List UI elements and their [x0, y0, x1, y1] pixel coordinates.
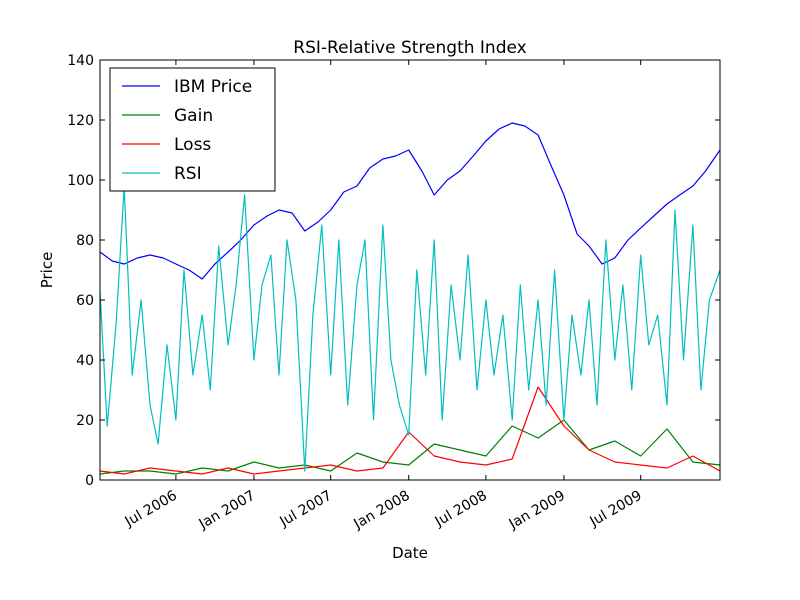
x-axis-label: Date — [392, 544, 428, 562]
y-tick-label: 140 — [67, 53, 94, 69]
y-axis: 0 20 40 60 80 100 120 140 — [67, 53, 720, 489]
chart-title: RSI-Relative Strength Index — [293, 38, 526, 58]
series-line-ibm-price — [99, 122, 721, 280]
y-tick-label: 80 — [76, 233, 94, 249]
axes-frame — [99, 59, 721, 481]
y-tick-label: 60 — [76, 293, 94, 309]
y-tick-label: 40 — [76, 353, 94, 369]
legend-label: Gain — [174, 106, 213, 126]
series-layer — [99, 122, 721, 475]
y-axis-label: Price — [38, 252, 56, 289]
y-tick-label: 0 — [85, 473, 94, 489]
legend-frame — [109, 67, 276, 192]
legend: IBM Price Gain Loss RSI — [109, 67, 276, 192]
y-tick-label: 20 — [76, 413, 94, 429]
legend-label: Loss — [174, 135, 211, 155]
y-tick-label: 120 — [67, 113, 94, 129]
series-line-gain — [99, 419, 721, 475]
y-tick-label: 100 — [67, 173, 94, 189]
legend-label: RSI — [174, 164, 202, 184]
series-line-rsi — [99, 185, 721, 472]
legend-label: IBM Price — [174, 77, 252, 97]
